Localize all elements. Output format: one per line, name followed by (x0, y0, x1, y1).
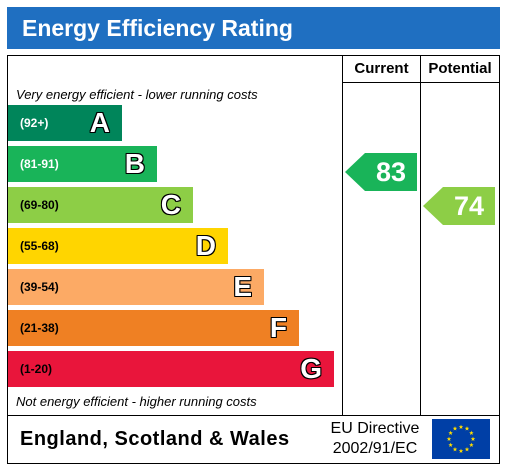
band-b: (81-91) B (8, 146, 157, 182)
band-f: (21-38) F (8, 310, 299, 346)
footer (7, 414, 500, 464)
potential-rating-value: 74 (453, 191, 485, 221)
current-arrow-fill (345, 153, 417, 191)
column-header-current: Current (354, 60, 409, 77)
eu-flag-stars (446, 424, 476, 453)
band-c: (69-80) C (8, 187, 193, 223)
eu-star (464, 426, 470, 431)
band-range: (69-80) (20, 198, 59, 212)
potential-arrow-fill (423, 187, 495, 225)
eu-star (448, 430, 453, 435)
band-letter: E (233, 271, 252, 302)
note-bottom: Not energy efficient - higher running co… (16, 394, 257, 409)
potential-rating-arrow: 74 (423, 187, 495, 225)
header-divider (342, 82, 499, 83)
column-divider-current (342, 55, 343, 415)
eu-star (452, 446, 458, 452)
column-header-potential: Potential (428, 60, 492, 77)
band-g: (1-20) G (8, 351, 334, 387)
band-letter: G (300, 353, 322, 384)
band-range: (92+) (20, 116, 49, 130)
potential-arrow-shape (423, 187, 495, 225)
band-e: (39-54) E (8, 269, 264, 305)
eu-star (452, 426, 458, 431)
band-range: (81-91) (20, 157, 59, 171)
current-rating-arrow: 83 (345, 153, 417, 191)
eu-flag-icon (432, 419, 490, 459)
title-bar (7, 7, 500, 49)
country-label: England, Scotland & Wales (20, 428, 290, 450)
band-range: (1-20) (20, 362, 53, 376)
eu-directive-line2: 2002/91/EC (332, 440, 418, 457)
band-range: (39-54) (20, 280, 59, 294)
eu-directive-line1: EU Directive (330, 420, 420, 437)
note-top: Very energy efficient - lower running co… (16, 87, 258, 102)
band-letter: A (89, 107, 110, 138)
column-divider-potential (420, 55, 421, 415)
band-range: (55-68) (20, 239, 59, 253)
page-title: Energy Efficiency Rating (22, 15, 293, 41)
current-arrow-shape (345, 153, 417, 191)
eu-star (470, 436, 476, 441)
band-d: (55-68) D (8, 228, 228, 264)
eu-star (448, 442, 453, 447)
band-a: (92+) A (8, 105, 122, 141)
eu-star (469, 442, 474, 447)
current-rating-value: 83 (375, 157, 407, 187)
rating-chart-frame (7, 55, 500, 416)
eu-star (458, 424, 464, 429)
band-range: (21-38) (20, 321, 59, 335)
band-letter: C (160, 189, 181, 220)
eu-star (469, 430, 474, 435)
band-letter: B (124, 148, 145, 179)
band-letter: D (195, 230, 216, 261)
eu-star (464, 446, 470, 452)
eu-star (446, 436, 452, 441)
band-letter: F (269, 312, 287, 343)
eu-star (458, 448, 464, 453)
